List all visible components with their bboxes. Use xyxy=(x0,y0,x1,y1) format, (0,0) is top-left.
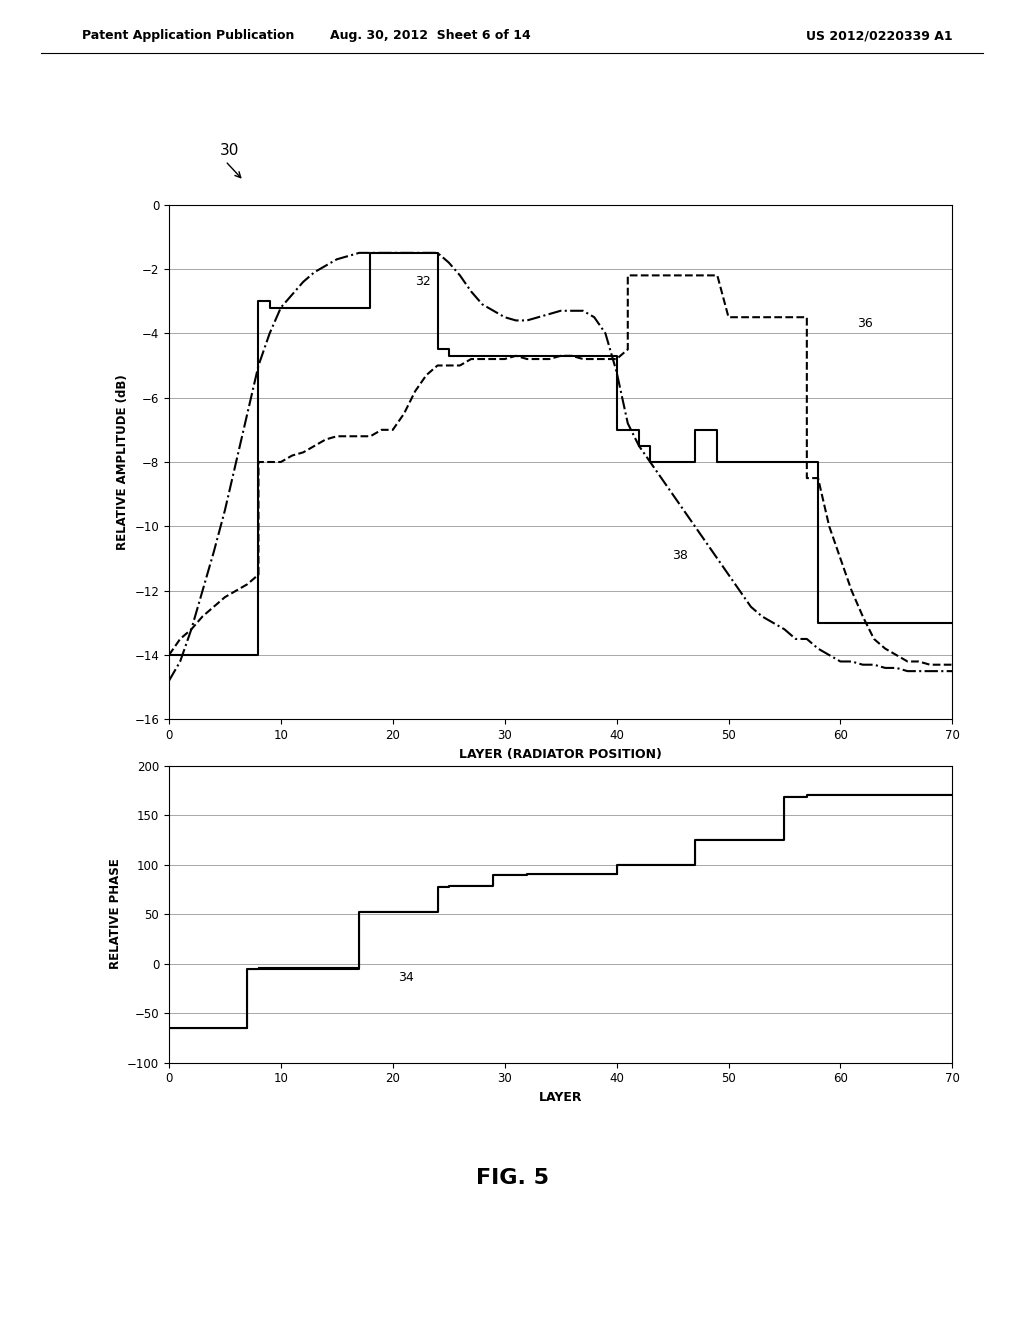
Y-axis label: RELATIVE AMPLITUDE (dB): RELATIVE AMPLITUDE (dB) xyxy=(116,374,129,550)
Y-axis label: RELATIVE PHASE: RELATIVE PHASE xyxy=(109,859,122,969)
X-axis label: LAYER: LAYER xyxy=(539,1090,583,1104)
Text: Aug. 30, 2012  Sheet 6 of 14: Aug. 30, 2012 Sheet 6 of 14 xyxy=(330,29,530,42)
Text: 38: 38 xyxy=(673,549,688,561)
Text: 32: 32 xyxy=(415,275,431,288)
Text: 34: 34 xyxy=(398,972,414,985)
Text: Patent Application Publication: Patent Application Publication xyxy=(82,29,294,42)
Text: 36: 36 xyxy=(857,317,872,330)
Text: 30: 30 xyxy=(220,144,240,158)
Text: FIG. 5: FIG. 5 xyxy=(475,1168,549,1188)
X-axis label: LAYER (RADIATOR POSITION): LAYER (RADIATOR POSITION) xyxy=(459,747,663,760)
Text: US 2012/0220339 A1: US 2012/0220339 A1 xyxy=(806,29,952,42)
